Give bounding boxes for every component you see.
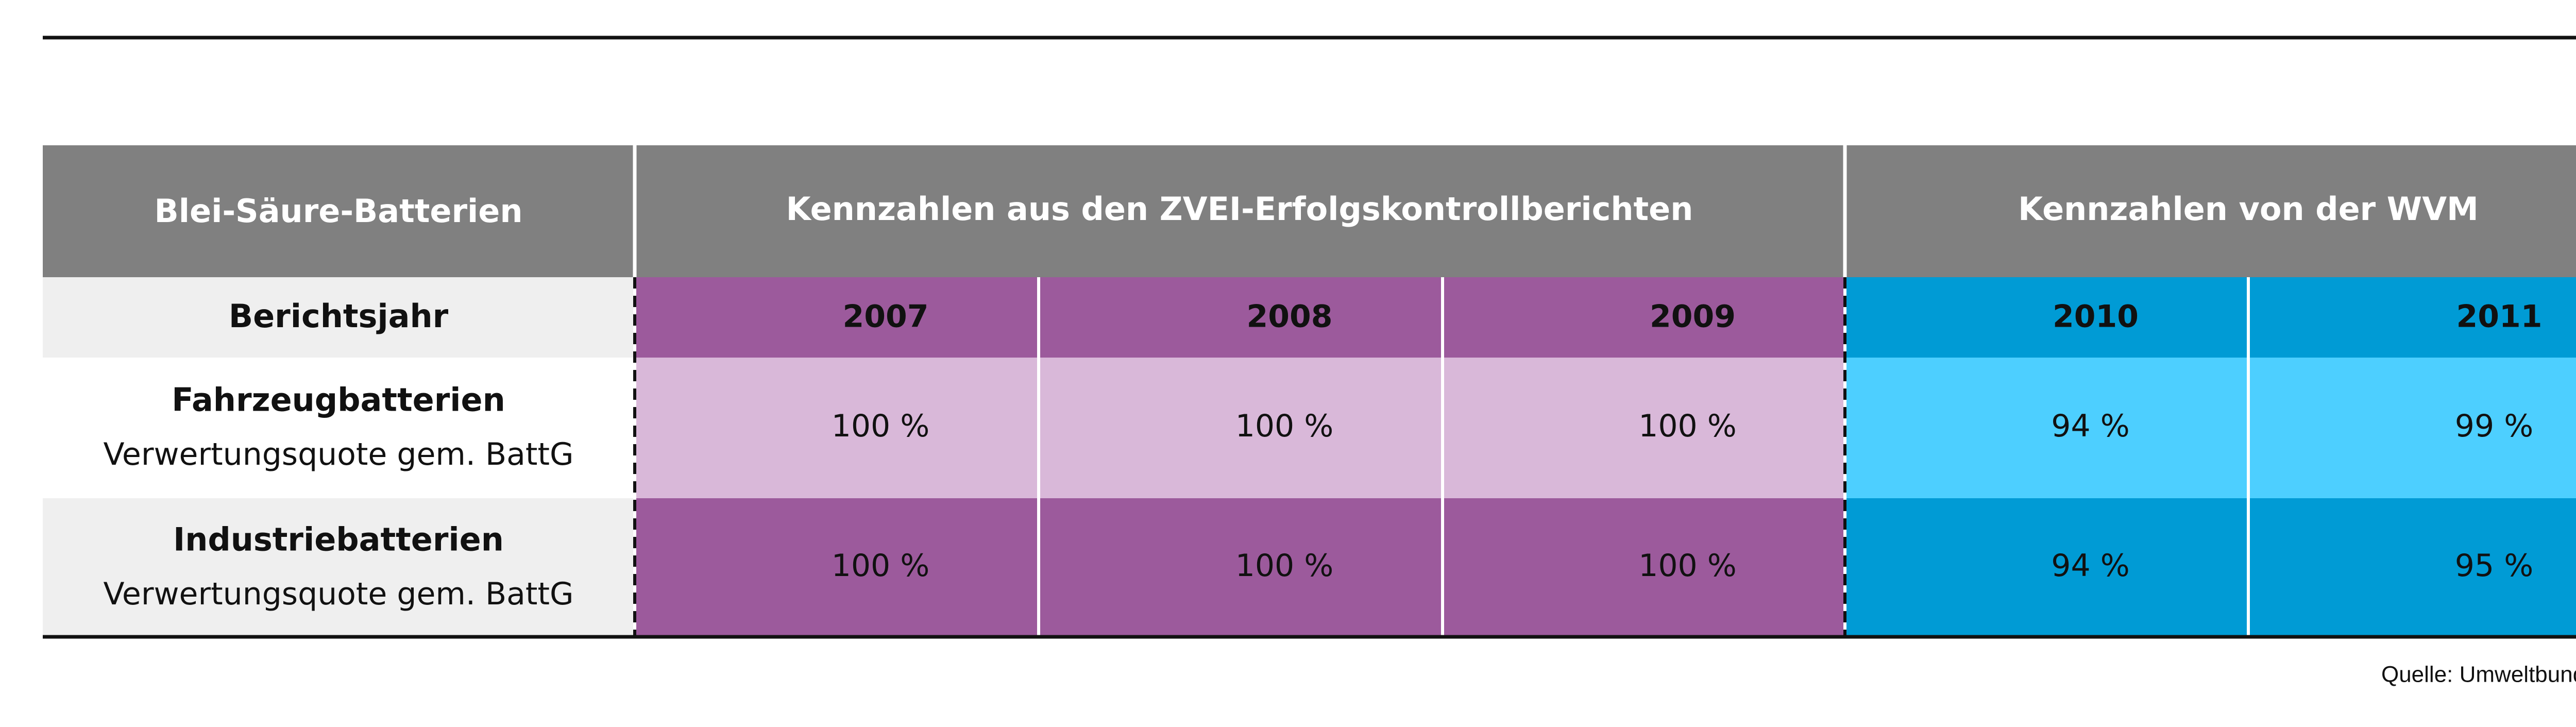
cell-bg — [1039, 277, 1443, 358]
value-cell: 100 % — [1235, 548, 1334, 584]
value-cell: 99 % — [2455, 408, 2533, 444]
value-cell: 94 % — [2051, 548, 2129, 584]
header-bg — [43, 145, 2576, 277]
cell-bg — [2248, 358, 2576, 498]
cell-bg — [1443, 358, 1845, 498]
label-cell-bg — [43, 498, 635, 637]
value-cell: 100 % — [1235, 408, 1334, 444]
row-title: Fahrzeugbatterien — [172, 381, 505, 419]
value-cell: 100 % — [832, 548, 930, 584]
cell-bg — [2248, 498, 2576, 637]
header-cell: Blei-Säure-Batterien — [155, 192, 523, 230]
source-note: Quelle: Umweltbundesamt — [2381, 662, 2576, 687]
label-cell-bg — [43, 358, 635, 498]
cell-bg — [635, 277, 1039, 358]
value-cell: 100 % — [1638, 408, 1737, 444]
cell-bg — [1039, 358, 1443, 498]
value-cell: 95 % — [2455, 548, 2533, 584]
value-cell: 100 % — [832, 408, 930, 444]
year-cell: 2011 — [2456, 299, 2543, 335]
cell-bg — [1845, 358, 2248, 498]
value-cell: 94 % — [2051, 408, 2129, 444]
cell-bg — [1039, 498, 1443, 637]
year-cell: 2007 — [843, 299, 929, 335]
cell-bg — [1845, 498, 2248, 637]
header-cell: Kennzahlen aus den ZVEI-Erfolgskontrollb… — [786, 190, 1693, 228]
cell-bg — [1845, 277, 2248, 358]
label-cell-bg — [43, 277, 635, 358]
row-subtitle: Verwertungsquote gem. BattG — [104, 576, 574, 612]
year-cell: 2008 — [1247, 299, 1333, 335]
cell-bg — [635, 358, 1039, 498]
row-title: Industriebatterien — [173, 521, 504, 559]
row-label: Berichtsjahr — [229, 297, 449, 335]
cell-bg — [1443, 498, 1845, 637]
header-cell: Kennzahlen von der WVM — [2018, 190, 2479, 228]
cell-bg — [1443, 277, 1845, 358]
year-cell: 2009 — [1650, 299, 1736, 335]
row-subtitle: Verwertungsquote gem. BattG — [104, 436, 574, 472]
cell-bg — [2248, 277, 2576, 358]
cell-bg — [635, 498, 1039, 637]
year-cell: 2010 — [2053, 299, 2139, 335]
value-cell: 100 % — [1638, 548, 1737, 584]
